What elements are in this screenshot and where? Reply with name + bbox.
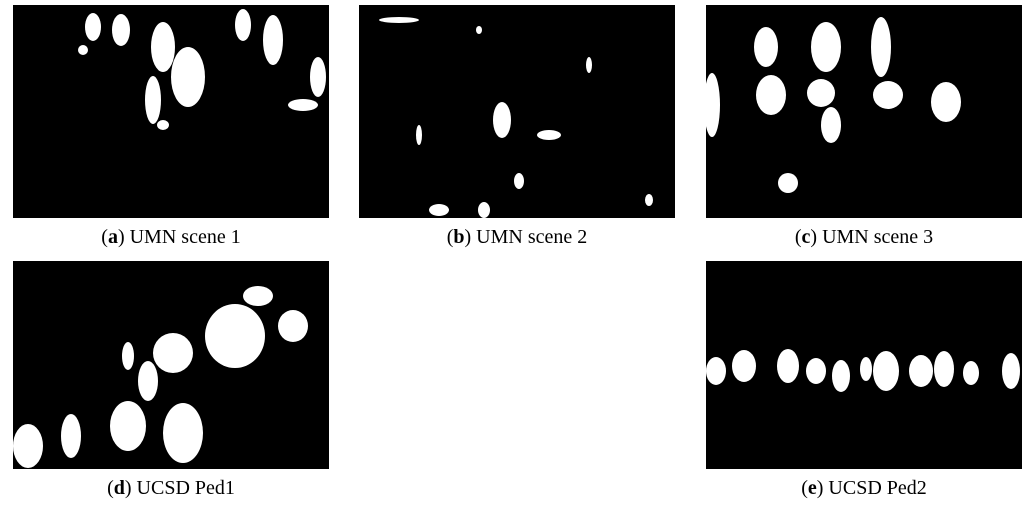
caption-paren: ( bbox=[101, 226, 108, 248]
image-a bbox=[13, 5, 329, 218]
caption-text: ) UMN scene 1 bbox=[118, 226, 241, 248]
caption-paren: ( bbox=[795, 226, 802, 248]
panel-c: (c) UMN scene 3 bbox=[706, 5, 1022, 249]
caption-label: a bbox=[108, 226, 118, 248]
image-d bbox=[13, 261, 329, 469]
caption-text: ) UCSD Ped2 bbox=[817, 477, 927, 499]
caption-text: ) UCSD Ped1 bbox=[125, 477, 235, 499]
caption: (e) UCSD Ped2 bbox=[706, 477, 1022, 500]
caption-label: e bbox=[808, 477, 817, 499]
panel-a: (a) UMN scene 1 bbox=[13, 5, 329, 249]
caption-label: d bbox=[114, 477, 125, 499]
page: (a) UMN scene 1 (b) UMN scene 2 (c) UMN … bbox=[0, 0, 1026, 509]
caption: (b) UMN scene 2 bbox=[359, 226, 675, 249]
image-e bbox=[706, 261, 1022, 469]
image-b bbox=[359, 5, 675, 218]
caption-text: ) UMN scene 2 bbox=[465, 226, 588, 248]
caption: (c) UMN scene 3 bbox=[706, 226, 1022, 249]
caption-paren: ( bbox=[801, 477, 808, 499]
caption-paren: ( bbox=[107, 477, 114, 499]
panel-b: (b) UMN scene 2 bbox=[359, 5, 675, 249]
panel-d: (d) UCSD Ped1 bbox=[13, 261, 329, 500]
panel-e: (e) UCSD Ped2 bbox=[706, 261, 1022, 500]
caption-label: b bbox=[453, 226, 464, 248]
caption: (d) UCSD Ped1 bbox=[13, 477, 329, 500]
image-c bbox=[706, 5, 1022, 218]
caption: (a) UMN scene 1 bbox=[13, 226, 329, 249]
caption-text: ) UMN scene 3 bbox=[810, 226, 933, 248]
